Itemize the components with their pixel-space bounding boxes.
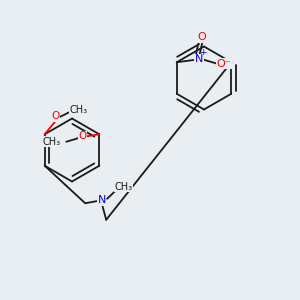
Text: O: O bbox=[79, 131, 87, 141]
Text: N: N bbox=[195, 54, 203, 64]
Text: +: + bbox=[200, 48, 207, 57]
Text: O⁻: O⁻ bbox=[217, 59, 231, 69]
Text: CH₃: CH₃ bbox=[115, 182, 133, 192]
Text: N: N bbox=[98, 195, 106, 205]
Text: CH₃: CH₃ bbox=[42, 137, 60, 147]
Text: CH₃: CH₃ bbox=[69, 105, 87, 115]
Text: O: O bbox=[52, 111, 60, 121]
Text: O: O bbox=[198, 32, 207, 42]
